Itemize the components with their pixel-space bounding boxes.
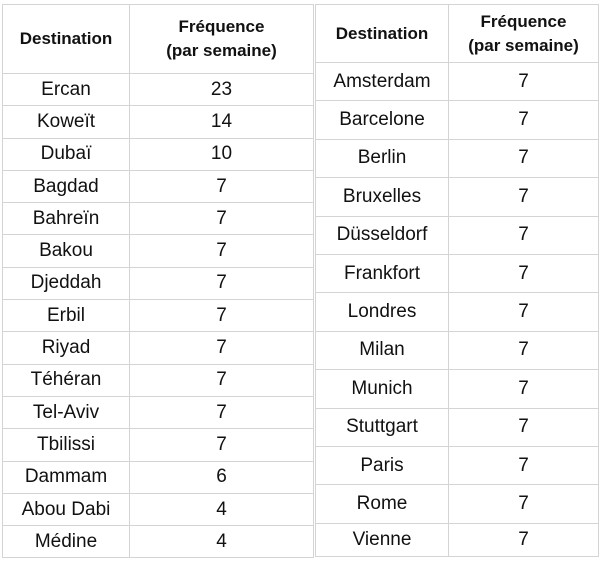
destination-cell: Tbilissi xyxy=(2,428,130,462)
destination-cell: Düsseldorf xyxy=(315,215,449,255)
destination-cell: Amsterdam xyxy=(315,61,449,102)
destination-cell: Munich xyxy=(315,369,449,409)
destination-cell: Dubaï xyxy=(2,137,130,171)
table-row: Rome 7 xyxy=(315,484,599,524)
table-row: Bakou 7 xyxy=(2,234,314,268)
frequency-cell: 7 xyxy=(129,395,314,430)
frequency-cell: 7 xyxy=(448,330,599,371)
table-row: Berlin 7 xyxy=(315,138,599,179)
destination-cell: Erbil xyxy=(2,299,130,333)
destination-cell: Tel-Aviv xyxy=(2,395,130,430)
destination-header: Destination xyxy=(315,4,449,63)
frequency-cell: 7 xyxy=(129,363,314,397)
frequency-cell: 6 xyxy=(129,460,314,494)
destination-cell: Djeddah xyxy=(2,266,130,301)
frequency-cell: 7 xyxy=(129,299,314,333)
frequency-header-line1: Fréquence xyxy=(178,17,265,36)
table-row: Barcelone 7 xyxy=(315,100,599,140)
destination-cell: Milan xyxy=(315,330,449,371)
frequency-header: Fréquence (par semaine) xyxy=(448,4,599,63)
table-row: Munich 7 xyxy=(315,369,599,409)
table-row: Tbilissi 7 xyxy=(2,428,314,462)
table-row: Amsterdam 7 xyxy=(315,61,599,102)
table-row: Dubaï 10 xyxy=(2,137,314,171)
table-row: Stuttgart 7 xyxy=(315,407,599,447)
destination-cell: Koweït xyxy=(2,105,130,139)
table-row: Bruxelles 7 xyxy=(315,177,599,217)
frequency-cell: 7 xyxy=(448,292,599,332)
table-row: Londres 7 xyxy=(315,292,599,332)
frequency-cell: 7 xyxy=(448,369,599,409)
table-row: Dammam 6 xyxy=(2,460,314,494)
frequency-cell: 7 xyxy=(448,253,599,294)
destination-cell: Abou Dabi xyxy=(2,492,130,527)
table-row: Djeddah 7 xyxy=(2,266,314,301)
destination-cell: Bakou xyxy=(2,234,130,268)
table-row: Milan 7 xyxy=(315,330,599,371)
frequency-header-line2: (par semaine) xyxy=(166,41,277,60)
frequency-cell: 7 xyxy=(448,61,599,102)
destination-cell: Stuttgart xyxy=(315,407,449,447)
left-frequency-table: Destination Fréquence (par semaine) Ercan… xyxy=(2,4,314,559)
table-row: Téhéran 7 xyxy=(2,363,314,397)
table-row: Paris 7 xyxy=(315,445,599,486)
frequency-cell: 7 xyxy=(448,215,599,255)
frequency-cell: 7 xyxy=(129,266,314,301)
destination-cell: Berlin xyxy=(315,138,449,179)
destination-header: Destination xyxy=(2,4,130,74)
frequency-cell: 7 xyxy=(129,331,314,365)
table-row: Düsseldorf 7 xyxy=(315,215,599,255)
table-row: Ercan 23 xyxy=(2,72,314,107)
destination-cell: Londres xyxy=(315,292,449,332)
table-row: Abou Dabi 4 xyxy=(2,492,314,527)
frequency-header-line2: (par semaine) xyxy=(468,35,579,55)
frequency-cell: 4 xyxy=(129,525,314,559)
frequency-cell: 7 xyxy=(448,138,599,179)
frequency-header-line1: Fréquence xyxy=(480,11,567,31)
right-frequency-table: Destination Fréquence (par semaine) Amste… xyxy=(315,4,599,557)
destination-cell: Paris xyxy=(315,445,449,486)
table-row: Médine 4 xyxy=(2,525,314,559)
table-row: Riyad 7 xyxy=(2,331,314,365)
frequency-cell: 10 xyxy=(129,137,314,171)
destination-cell: Bruxelles xyxy=(315,177,449,217)
frequency-cell: 7 xyxy=(448,522,599,557)
destination-cell: Riyad xyxy=(2,331,130,365)
table-row: Vienne 7 xyxy=(315,522,599,557)
destination-cell: Téhéran xyxy=(2,363,130,397)
frequency-cell: 7 xyxy=(448,177,599,217)
frequency-cell: 7 xyxy=(448,445,599,486)
table-row: Frankfort 7 xyxy=(315,253,599,294)
frequency-cell: 4 xyxy=(129,492,314,527)
header-row: Destination Fréquence (par semaine) xyxy=(2,4,314,74)
frequency-header: Fréquence (par semaine) xyxy=(129,4,314,74)
destination-cell: Vienne xyxy=(315,522,449,557)
table-row: Bagdad 7 xyxy=(2,169,314,204)
table-row: Koweït 14 xyxy=(2,105,314,139)
frequency-cell: 23 xyxy=(129,72,314,107)
destination-cell: Rome xyxy=(315,484,449,524)
table-row: Erbil 7 xyxy=(2,299,314,333)
destination-cell: Médine xyxy=(2,525,130,559)
frequency-cell: 7 xyxy=(448,100,599,140)
table-row: Bahreïn 7 xyxy=(2,202,314,236)
header-row: Destination Fréquence (par semaine) xyxy=(315,4,599,63)
destination-cell: Ercan xyxy=(2,72,130,107)
destination-cell: Barcelone xyxy=(315,100,449,140)
frequency-cell: 7 xyxy=(448,484,599,524)
frequency-cell: 7 xyxy=(448,407,599,447)
table-row: Tel-Aviv 7 xyxy=(2,395,314,430)
frequency-cell: 7 xyxy=(129,234,314,268)
frequency-cell: 14 xyxy=(129,105,314,139)
frequency-cell: 7 xyxy=(129,428,314,462)
destination-cell: Dammam xyxy=(2,460,130,494)
destination-cell: Bahreïn xyxy=(2,202,130,236)
frequency-cell: 7 xyxy=(129,169,314,204)
destination-cell: Bagdad xyxy=(2,169,130,204)
frequency-cell: 7 xyxy=(129,202,314,236)
destination-cell: Frankfort xyxy=(315,253,449,294)
